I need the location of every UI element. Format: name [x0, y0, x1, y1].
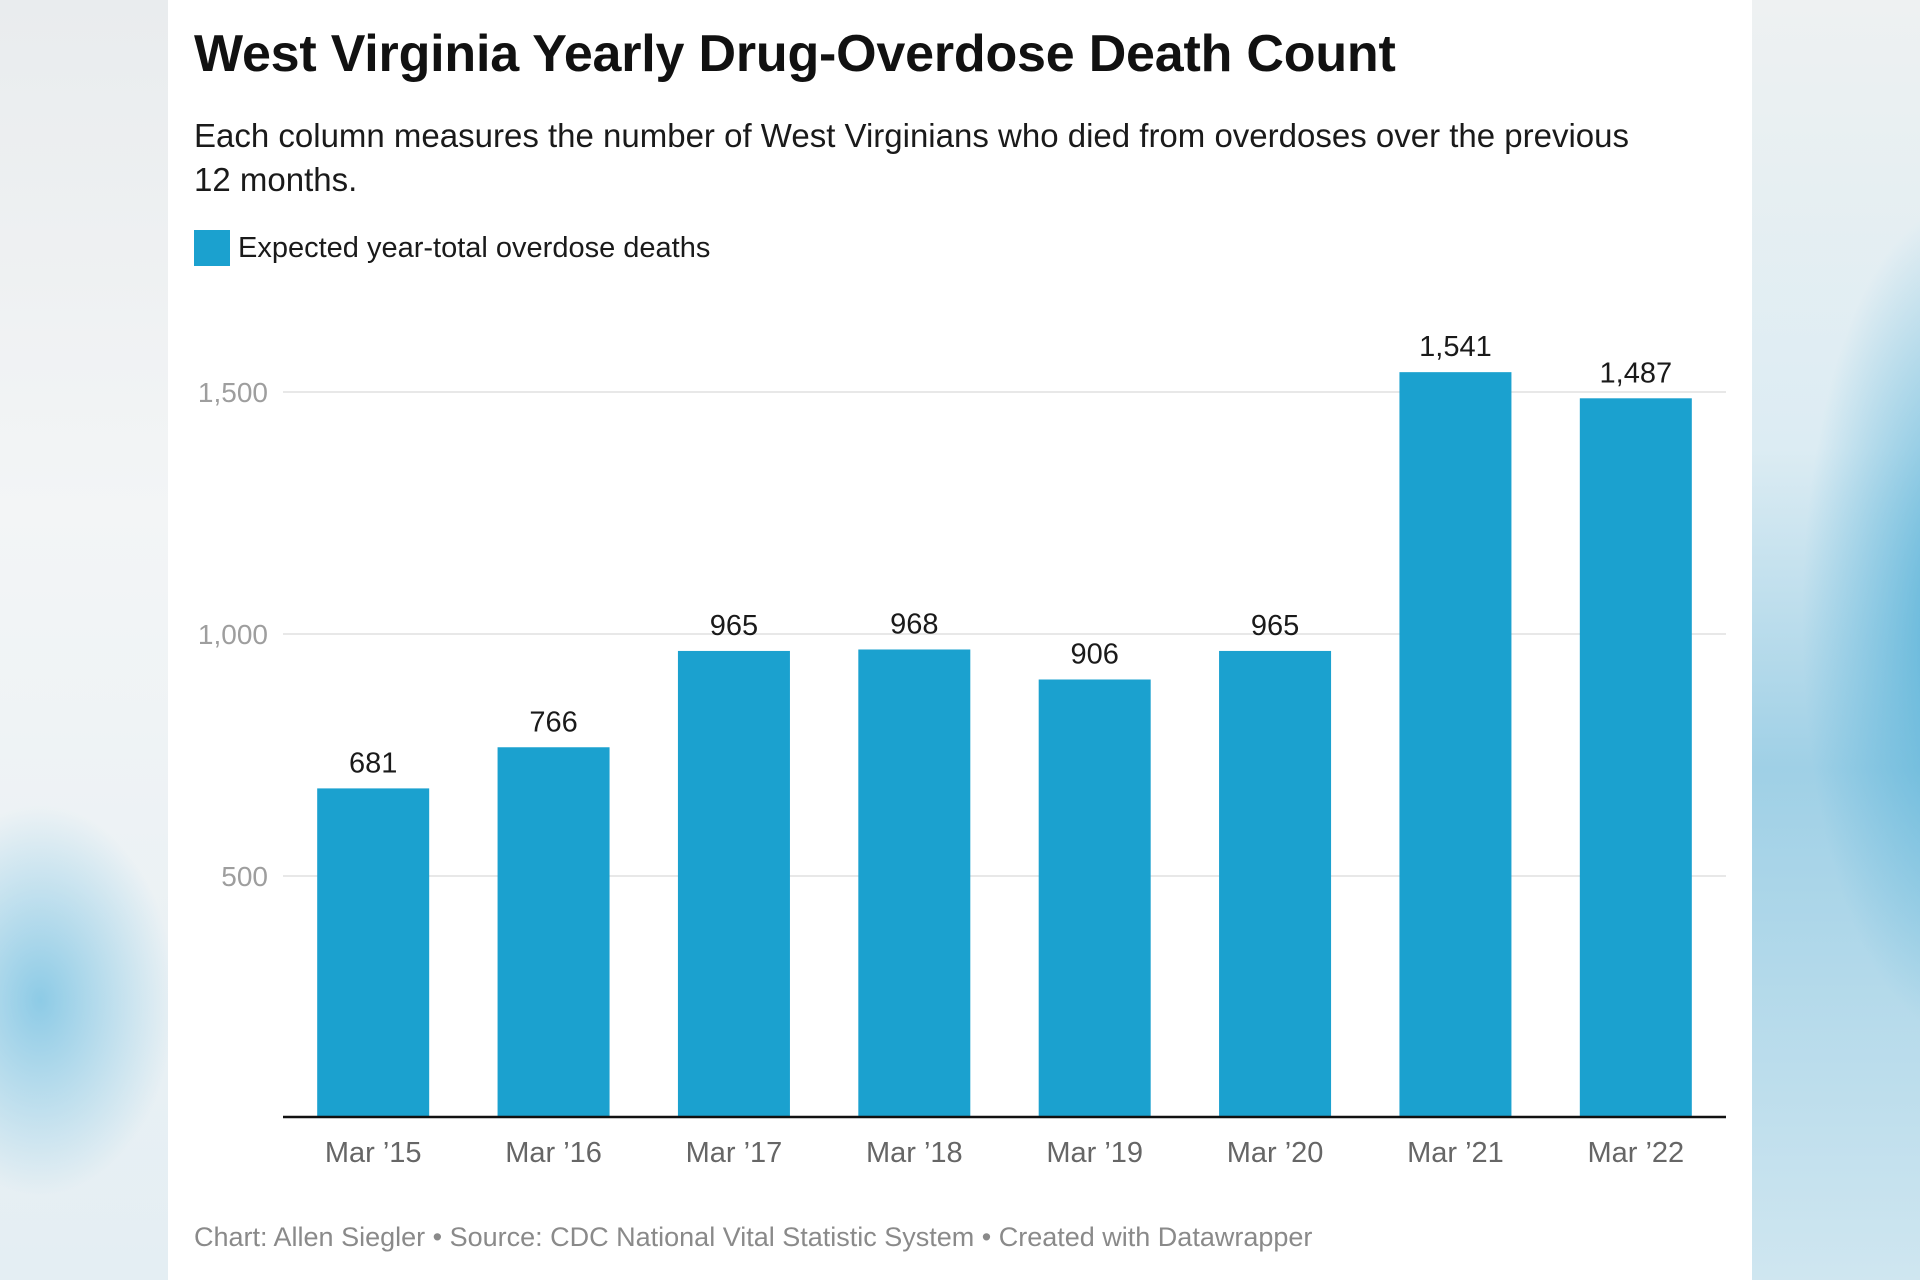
- x-tick-label: Mar ’20: [1227, 1137, 1324, 1169]
- bar-value-label: 1,487: [1600, 357, 1673, 389]
- bar-chart: 500 1,000 1,500 681 Mar ’15 766 Mar ’16 965 Mar …: [198, 331, 1726, 1169]
- bar: [1219, 650, 1332, 1117]
- chart-title: West Virginia Yearly Drug-Overdose Death…: [194, 25, 1396, 83]
- bar: [317, 788, 430, 1117]
- x-tick-label: Mar ’16: [505, 1137, 602, 1169]
- bar: [1579, 398, 1692, 1117]
- bar: [1038, 679, 1151, 1117]
- y-tick-label: 1,500: [198, 377, 268, 408]
- bar: [1399, 372, 1512, 1117]
- bar-value-label: 965: [1251, 610, 1299, 642]
- chart-legend: Expected year-total overdose deaths: [194, 230, 710, 266]
- legend-label: Expected year-total overdose deaths: [238, 231, 711, 264]
- bar-value-label: 968: [890, 608, 938, 640]
- x-tick-label: Mar ’22: [1587, 1137, 1684, 1169]
- bar-value-label: 906: [1070, 638, 1118, 670]
- bar: [497, 747, 610, 1117]
- bar: [858, 649, 971, 1117]
- blurred-backdrop-left: [0, 0, 168, 1280]
- chart-subtitle: Each column measures the number of West …: [194, 117, 1630, 198]
- legend-swatch: [194, 230, 230, 266]
- x-tick-label: Mar ’17: [686, 1137, 783, 1169]
- y-tick-label: 1,000: [198, 619, 268, 650]
- chart-source: Chart: Allen Siegler • Source: CDC Natio…: [194, 1222, 1313, 1252]
- bar: [677, 650, 790, 1117]
- bar-value-label: 681: [349, 747, 397, 779]
- bar-value-label: 965: [710, 610, 758, 642]
- blurred-backdrop-right: [1752, 0, 1920, 1280]
- bar-value-label: 766: [529, 706, 577, 738]
- x-tick-label: Mar ’15: [325, 1137, 422, 1169]
- bar-value-label: 1,541: [1419, 331, 1492, 363]
- x-tick-label: Mar ’21: [1407, 1137, 1504, 1169]
- chart-card: West Virginia Yearly Drug-Overdose Death…: [168, 0, 1752, 1280]
- x-tick-label: Mar ’18: [866, 1137, 963, 1169]
- y-tick-label: 500: [221, 861, 268, 892]
- x-tick-label: Mar ’19: [1046, 1137, 1143, 1169]
